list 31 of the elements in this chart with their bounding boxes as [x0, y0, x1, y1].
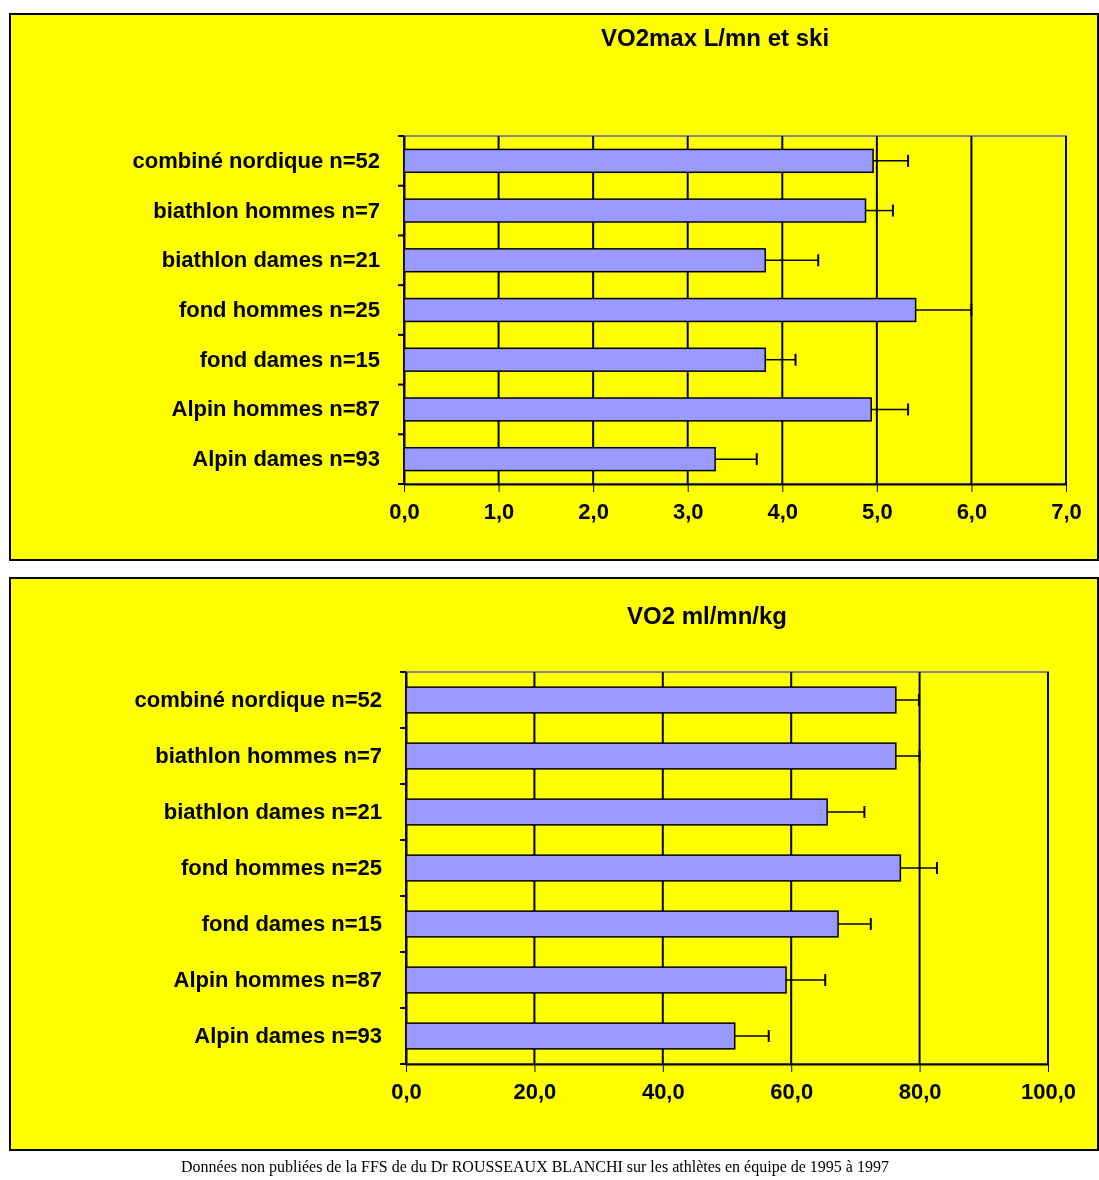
x-tick-label: 5,0: [862, 499, 893, 525]
x-tick-label: 20,0: [513, 1079, 557, 1105]
x-tick-label: 7,0: [1051, 499, 1082, 525]
y-tick-label: Alpin hommes n=87: [171, 396, 380, 422]
x-tick-label: 100,0: [1020, 1079, 1077, 1105]
x-tick-label: 1,0: [483, 499, 515, 525]
y-tick-label: combiné nordique n=52: [134, 687, 382, 713]
y-tick-label: Alpin dames n=93: [194, 1023, 382, 1049]
x-tick-label: 80,0: [898, 1079, 942, 1105]
y-tick-label: combiné nordique n=52: [132, 147, 380, 173]
y-tick-label: Alpin hommes n=87: [173, 967, 382, 993]
y-tick-label: fond hommes n=25: [180, 855, 382, 881]
x-tick-label: 6,0: [956, 499, 988, 525]
y-tick-label: biathlon dames n=21: [163, 799, 382, 825]
y-tick-label: fond dames n=15: [199, 346, 380, 372]
y-tick-label: Alpin dames n=93: [192, 446, 380, 472]
x-tick-label: 3,0: [672, 499, 704, 525]
chart-title: VO2max L/mn et ski: [600, 24, 830, 51]
text: Données non publiées de la FFS de du Dr ROUSSEAUX BLANCHI sur les athlètes en équipe de 1995 à 1997: [181, 1158, 889, 1176]
chart-title: VO2 ml/mn/kg: [626, 602, 788, 629]
x-tick-label: 60,0: [770, 1079, 814, 1105]
x-tick-label: 0,0: [391, 1079, 422, 1105]
y-tick-label: fond hommes n=25: [178, 297, 380, 323]
x-tick-label: 4,0: [767, 499, 799, 525]
x-tick-label: 40,0: [641, 1079, 685, 1105]
y-tick-label: biathlon hommes n=7: [153, 197, 380, 223]
y-tick-label: biathlon dames n=21: [161, 247, 380, 273]
y-tick-label: fond dames n=15: [201, 911, 382, 937]
x-tick-label: 0,0: [389, 499, 420, 525]
x-tick-label: 2,0: [578, 499, 609, 525]
y-tick-label: biathlon hommes n=7: [155, 743, 382, 769]
